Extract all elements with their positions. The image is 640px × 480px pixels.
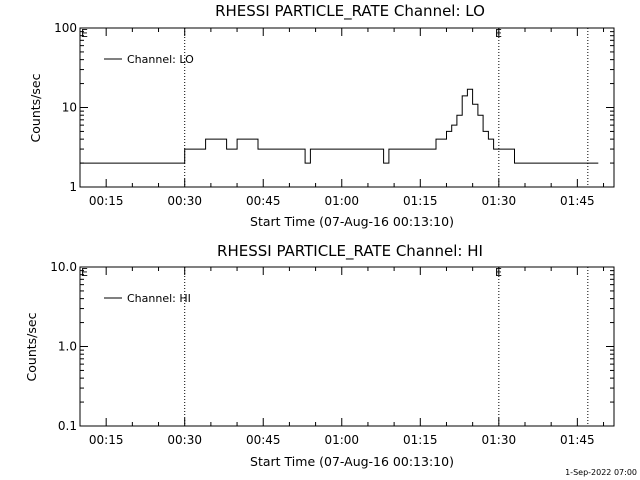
y-axis-label-hi: Counts/sec [24,312,39,381]
event-flag-e-end-lo: E [495,27,502,40]
footer-timestamp: 1-Sep-2022 07:00 [565,468,637,477]
y-tick-label: 100 [54,21,77,35]
x-axis-lo: 00:15 00:30 00:45 01:00 01:15 01:30 01:45 [79,28,605,208]
series-line-channel-lo [80,88,599,164]
y-axis-hi: 0.1 1.0 10.0 [50,260,614,433]
x-tick-label: 00:30 [167,194,202,208]
y-tick-label: 1 [69,180,77,194]
y-axis-lo: 1 10 100 [54,21,614,194]
y-tick-label: 10 [62,101,77,115]
panel-hi: RHESSI PARTICLE_RATE Channel: HI 0.1 1.0 1… [24,242,615,469]
x-tick-label: 01:30 [482,194,517,208]
x-tick-label: 01:30 [482,433,517,447]
y-tick-label: 1.0 [58,340,77,354]
x-tick-label: 01:15 [403,433,438,447]
event-flag-e-start-lo: E [81,27,88,40]
x-tick-label: 00:15 [89,433,124,447]
event-flag-e-start-hi: E [81,266,88,279]
event-flag-e-end-hi: E [495,266,502,279]
x-axis-hi: 00:15 00:30 00:45 01:00 01:15 01:30 01:45 [79,267,605,447]
panel-lo: RHESSI PARTICLE_RATE Channel: LO 110100 … [28,2,615,229]
y-tick-label: 0.1 [58,419,77,433]
x-tick-label: 00:15 [89,194,124,208]
x-tick-label: 01:00 [324,194,359,208]
chart-title-lo: RHESSI PARTICLE_RATE Channel: LO [215,2,485,21]
x-axis-label-lo: Start Time (07-Aug-16 00:13:10) [250,214,454,229]
x-tick-label: 01:45 [560,194,595,208]
x-tick-label: 01:15 [403,194,438,208]
x-tick-label: 00:45 [246,433,281,447]
x-axis-label-hi: Start Time (07-Aug-16 00:13:10) [250,454,454,469]
y-tick-label: 10.0 [50,260,77,274]
x-tick-label: 00:45 [246,194,281,208]
x-tick-label: 00:30 [167,433,202,447]
legend-label-hi: Channel: HI [127,292,191,305]
chart-title-hi: RHESSI PARTICLE_RATE Channel: HI [217,242,483,261]
x-tick-label: 01:45 [560,433,595,447]
x-tick-label: 01:00 [324,433,359,447]
legend-label-lo: Channel: LO [127,53,194,66]
event-markers-hi [184,267,589,426]
y-axis-label-lo: Counts/sec [28,73,43,142]
plot-frame-hi [79,266,615,427]
